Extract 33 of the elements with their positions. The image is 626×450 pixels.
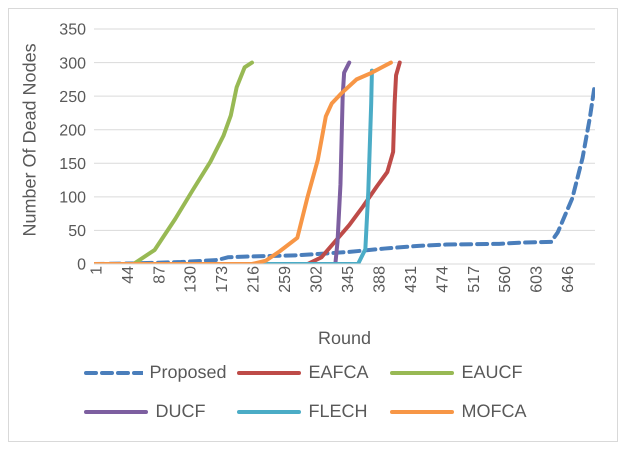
y-tick-label: 300: [59, 55, 86, 72]
x-tick-label: 44: [120, 266, 137, 284]
legend-label: FLECH: [308, 401, 368, 422]
legend-label: Proposed: [149, 362, 226, 383]
y-tick-label: 250: [59, 88, 86, 106]
x-tick-label: 388: [371, 266, 388, 293]
x-tick-label: 517: [466, 266, 483, 293]
legend-label: DUCF: [156, 401, 206, 422]
y-tick-label: 150: [59, 156, 86, 173]
x-tick-label: 216: [246, 266, 263, 293]
x-tick-label: 560: [497, 266, 514, 293]
legend-label: EAFCA: [308, 362, 369, 383]
y-tick-label: 0: [77, 256, 86, 274]
y-tick-label: 350: [59, 22, 86, 39]
x-tick-label: 1: [88, 266, 106, 275]
x-tick-label: 87: [151, 266, 168, 284]
x-tick-label: 173: [214, 266, 232, 293]
y-tick-label: 50: [68, 223, 86, 240]
x-tick-label: 259: [277, 266, 294, 293]
y-tick-label: 200: [59, 122, 86, 140]
x-tick-label: 474: [434, 266, 452, 293]
x-tick-label: 345: [340, 266, 357, 293]
x-tick-label: 431: [402, 266, 420, 293]
legend-label: EAUCF: [462, 362, 523, 383]
y-tick-label: 100: [59, 190, 86, 207]
x-tick-label: 603: [528, 266, 546, 293]
x-tick-label: 302: [308, 266, 326, 293]
x-axis-title: Round: [318, 328, 372, 348]
line-series: [333, 60, 352, 264]
legend-label: MOFCA: [462, 401, 526, 422]
x-tick-label: 130: [182, 266, 200, 293]
x-tick-label: 646: [560, 266, 578, 293]
y-axis-title: Number Of Dead Nodes: [19, 43, 40, 236]
